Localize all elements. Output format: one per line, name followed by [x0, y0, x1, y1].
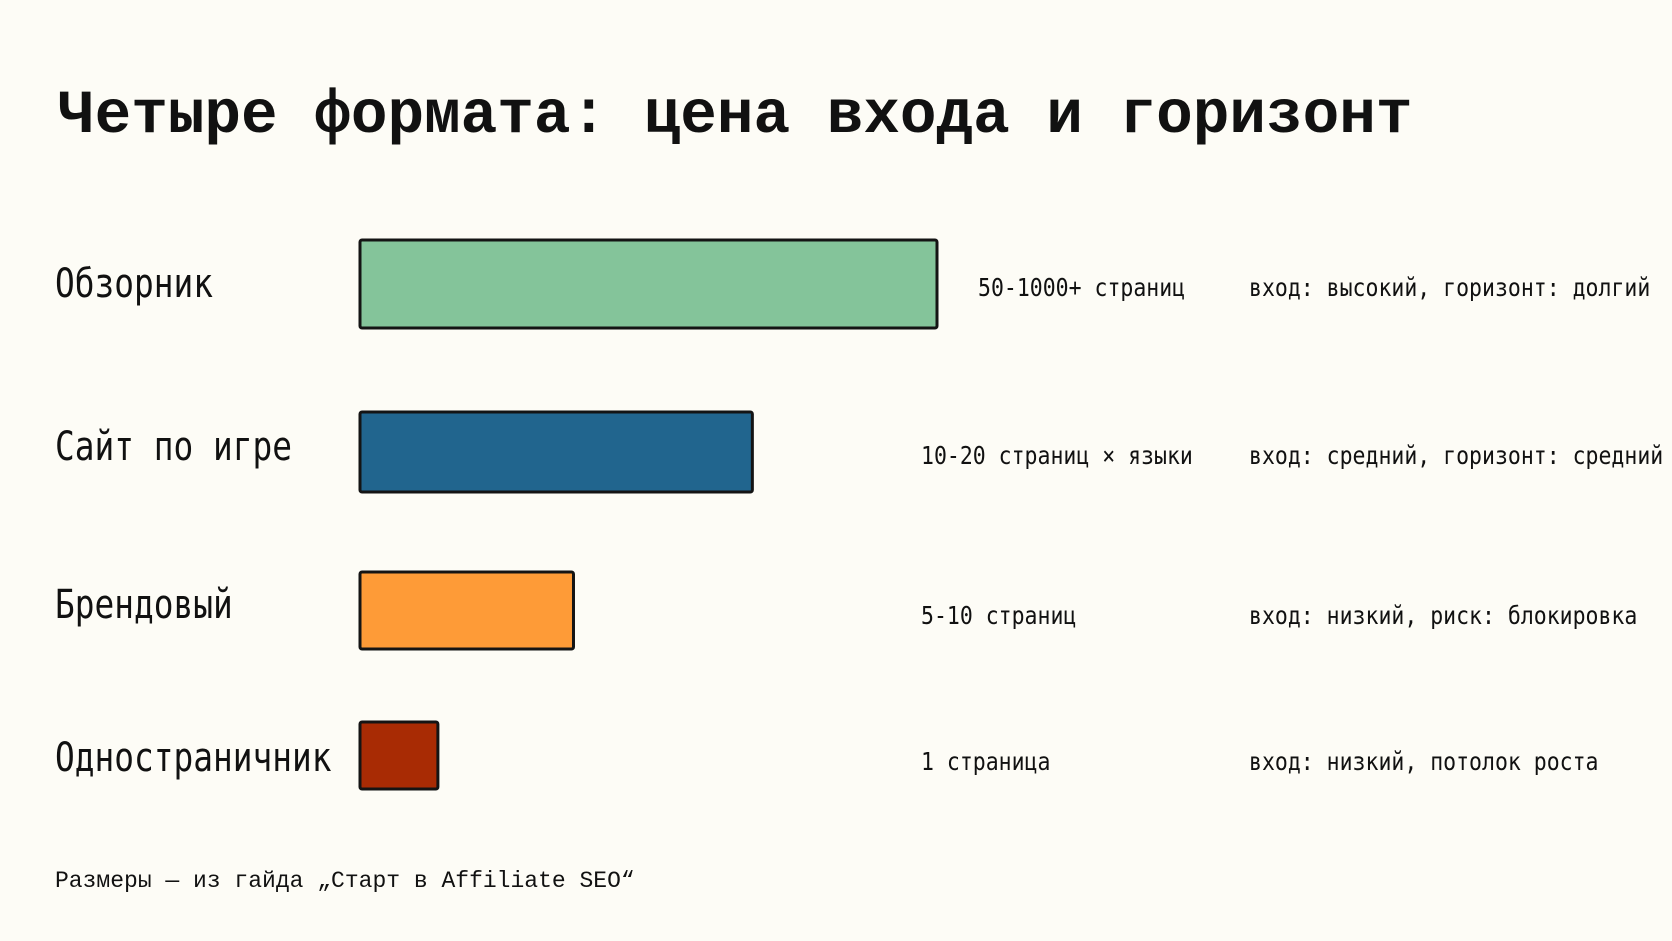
page-title: Четыре формата: цена входа и горизонт	[58, 82, 1413, 151]
value-label-one-pager: 1 страница	[921, 747, 1051, 776]
source-footnote: Размеры — из гайда „Старт в Affiliate SE…	[55, 868, 635, 894]
category-label-review-site: Обзорник	[55, 261, 213, 307]
value-label-review-site: 50-1000+ страниц	[978, 273, 1186, 302]
bar-game-site	[358, 410, 754, 494]
note-brand-site: вход: низкий, риск: блокировка	[1249, 601, 1638, 630]
bar-one-pager	[358, 720, 440, 791]
note-one-pager: вход: низкий, потолок роста	[1249, 747, 1599, 776]
bar-brand-site	[358, 570, 575, 651]
category-label-brand-site: Брендовый	[55, 582, 233, 628]
category-label-one-pager: Одностраничник	[55, 735, 332, 781]
bar-review-site	[358, 238, 939, 330]
value-label-brand-site: 5-10 страниц	[921, 601, 1077, 630]
category-label-game-site: Сайт по игре	[55, 424, 292, 470]
note-game-site: вход: средний, горизонт: средний	[1249, 441, 1664, 470]
note-review-site: вход: высокий, горизонт: долгий	[1249, 273, 1651, 302]
value-label-game-site: 10-20 страниц × языки	[921, 441, 1193, 470]
